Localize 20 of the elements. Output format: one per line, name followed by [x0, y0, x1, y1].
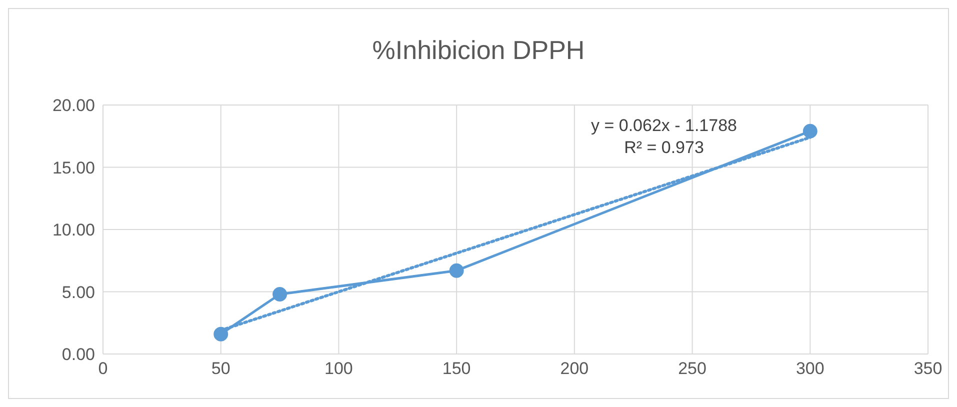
x-tick-label: 150 [442, 359, 471, 378]
point [449, 263, 464, 278]
point [214, 326, 228, 342]
y-tick-label: 5.00 [62, 282, 95, 302]
annotation: R² = 0.973 [623, 137, 705, 159]
annotation: y = 0.062x - 1.1788 [590, 115, 738, 137]
x-tick-label: 300 [796, 359, 824, 378]
x-tick-label: 100 [324, 359, 353, 378]
x-tick-label: 50 [211, 359, 230, 378]
y-tick-label: 0.00 [62, 345, 95, 364]
chart-title: %Inhibicion DPPH [371, 35, 586, 66]
x-tick-label: 350 [914, 359, 942, 378]
point [272, 286, 288, 302]
x-tick-label: 200 [560, 359, 589, 378]
y-tick-label: 10.00 [52, 220, 95, 240]
y-tick-label: 20.00 [52, 96, 95, 116]
point [802, 124, 818, 138]
x-tick-label: 0 [98, 359, 108, 378]
y-tick-label: 15.00 [52, 158, 95, 178]
x-tick-label: 250 [678, 359, 706, 378]
